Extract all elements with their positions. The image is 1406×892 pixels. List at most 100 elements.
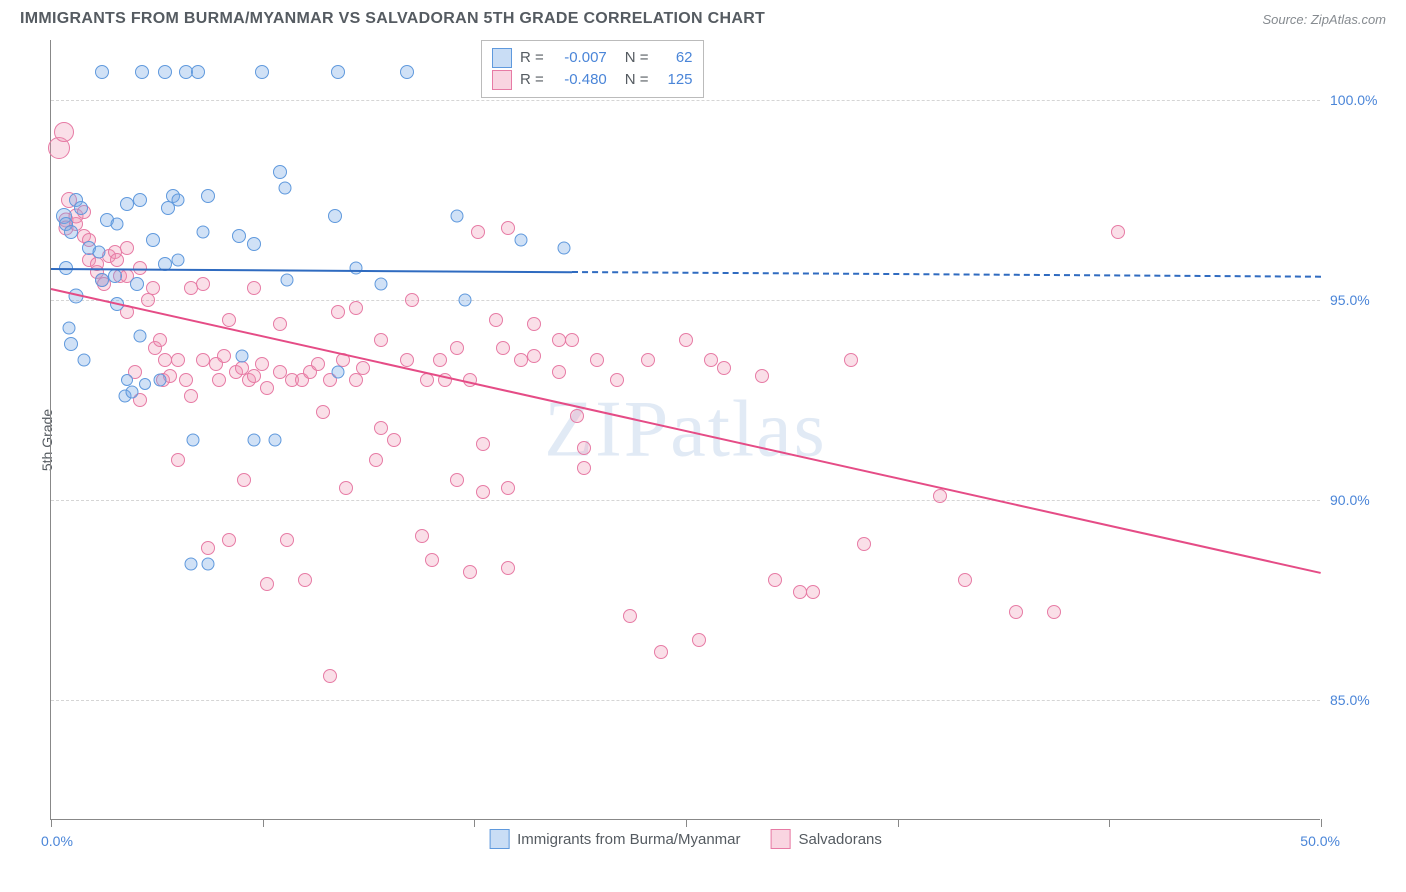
- scatter-point: [171, 353, 185, 367]
- scatter-point: [209, 357, 223, 371]
- scatter-point: [130, 277, 144, 291]
- scatter-point: [69, 217, 83, 231]
- scatter-point: [161, 201, 175, 215]
- scatter-point: [349, 262, 362, 275]
- legend-swatch-pink: [492, 70, 512, 90]
- scatter-point: [374, 421, 388, 435]
- scatter-point: [958, 573, 972, 587]
- scatter-point: [133, 393, 147, 407]
- scatter-point: [844, 353, 858, 367]
- scatter-point: [158, 65, 172, 79]
- scatter-point: [100, 213, 114, 227]
- series-legend: Immigrants from Burma/Myanmar Salvadoran…: [489, 829, 882, 849]
- trend-line: [51, 288, 1321, 574]
- scatter-point: [184, 281, 198, 295]
- scatter-point: [158, 353, 172, 367]
- scatter-point: [179, 373, 193, 387]
- legend-pink-n: 125: [657, 69, 693, 91]
- scatter-point: [433, 353, 447, 367]
- trend-line: [51, 268, 572, 273]
- scatter-point: [172, 254, 185, 267]
- series-name-pink: Salvadorans: [798, 831, 881, 848]
- plot-area: ZIPatlas R = -0.007 N = 62 R = -0.480 N …: [50, 40, 1320, 820]
- scatter-point: [133, 330, 146, 343]
- gridline: [51, 300, 1320, 301]
- scatter-point: [471, 225, 485, 239]
- x-tick: [898, 819, 899, 827]
- scatter-point: [1047, 605, 1061, 619]
- scatter-point: [260, 381, 274, 395]
- scatter-point: [501, 221, 515, 235]
- scatter-point: [332, 366, 345, 379]
- scatter-point: [527, 349, 541, 363]
- scatter-point: [323, 669, 337, 683]
- scatter-point: [232, 229, 246, 243]
- scatter-point: [1009, 605, 1023, 619]
- scatter-point: [108, 269, 122, 283]
- scatter-point: [69, 193, 83, 207]
- scatter-point: [77, 205, 91, 219]
- scatter-point: [255, 65, 269, 79]
- scatter-point: [74, 201, 88, 215]
- scatter-point: [93, 246, 106, 259]
- scatter-point: [476, 485, 490, 499]
- scatter-point: [121, 374, 133, 386]
- scatter-point: [135, 65, 149, 79]
- x-tick: [1321, 819, 1322, 827]
- scatter-point: [82, 241, 96, 255]
- scatter-point: [400, 353, 414, 367]
- scatter-point: [217, 349, 231, 363]
- scatter-point: [133, 193, 147, 207]
- scatter-point: [501, 481, 515, 495]
- scatter-point: [111, 218, 124, 231]
- x-tick: [686, 819, 687, 827]
- x-tick: [474, 819, 475, 827]
- scatter-point: [281, 274, 294, 287]
- scatter-point: [222, 313, 236, 327]
- scatter-point: [450, 473, 464, 487]
- scatter-point: [126, 386, 139, 399]
- y-tick-label: 100.0%: [1330, 92, 1377, 108]
- scatter-point: [146, 233, 160, 247]
- legend-r-label: R =: [520, 69, 544, 91]
- legend-swatch-blue: [492, 48, 512, 68]
- scatter-point: [191, 65, 205, 79]
- scatter-point: [102, 249, 116, 263]
- scatter-point: [139, 378, 151, 390]
- scatter-point: [280, 533, 294, 547]
- scatter-point: [450, 341, 464, 355]
- scatter-point: [496, 341, 510, 355]
- gridline: [51, 700, 1320, 701]
- scatter-point: [247, 369, 261, 383]
- scatter-point: [451, 210, 464, 223]
- scatter-point: [48, 137, 70, 159]
- scatter-point: [197, 226, 210, 239]
- scatter-point: [166, 189, 180, 203]
- scatter-point: [196, 353, 210, 367]
- trend-line-dashed: [572, 271, 1321, 278]
- scatter-point: [229, 365, 243, 379]
- x-axis-min-label: 0.0%: [41, 833, 73, 849]
- scatter-point: [156, 373, 170, 387]
- scatter-point: [570, 409, 584, 423]
- scatter-point: [369, 453, 383, 467]
- scatter-point: [248, 434, 261, 447]
- scatter-point: [331, 65, 345, 79]
- scatter-point: [501, 561, 515, 575]
- scatter-point: [298, 573, 312, 587]
- chart-title: IMMIGRANTS FROM BURMA/MYANMAR VS SALVADO…: [20, 10, 765, 28]
- scatter-point: [242, 373, 256, 387]
- scatter-point: [110, 253, 124, 267]
- scatter-point: [154, 374, 167, 387]
- scatter-point: [857, 537, 871, 551]
- scatter-point: [285, 373, 299, 387]
- scatter-point: [184, 558, 197, 571]
- scatter-point: [425, 553, 439, 567]
- scatter-point: [558, 242, 571, 255]
- scatter-point: [755, 369, 769, 383]
- scatter-point: [62, 322, 75, 335]
- scatter-point: [552, 365, 566, 379]
- scatter-point: [235, 361, 249, 375]
- scatter-point: [610, 373, 624, 387]
- legend-blue-r: -0.007: [552, 47, 607, 69]
